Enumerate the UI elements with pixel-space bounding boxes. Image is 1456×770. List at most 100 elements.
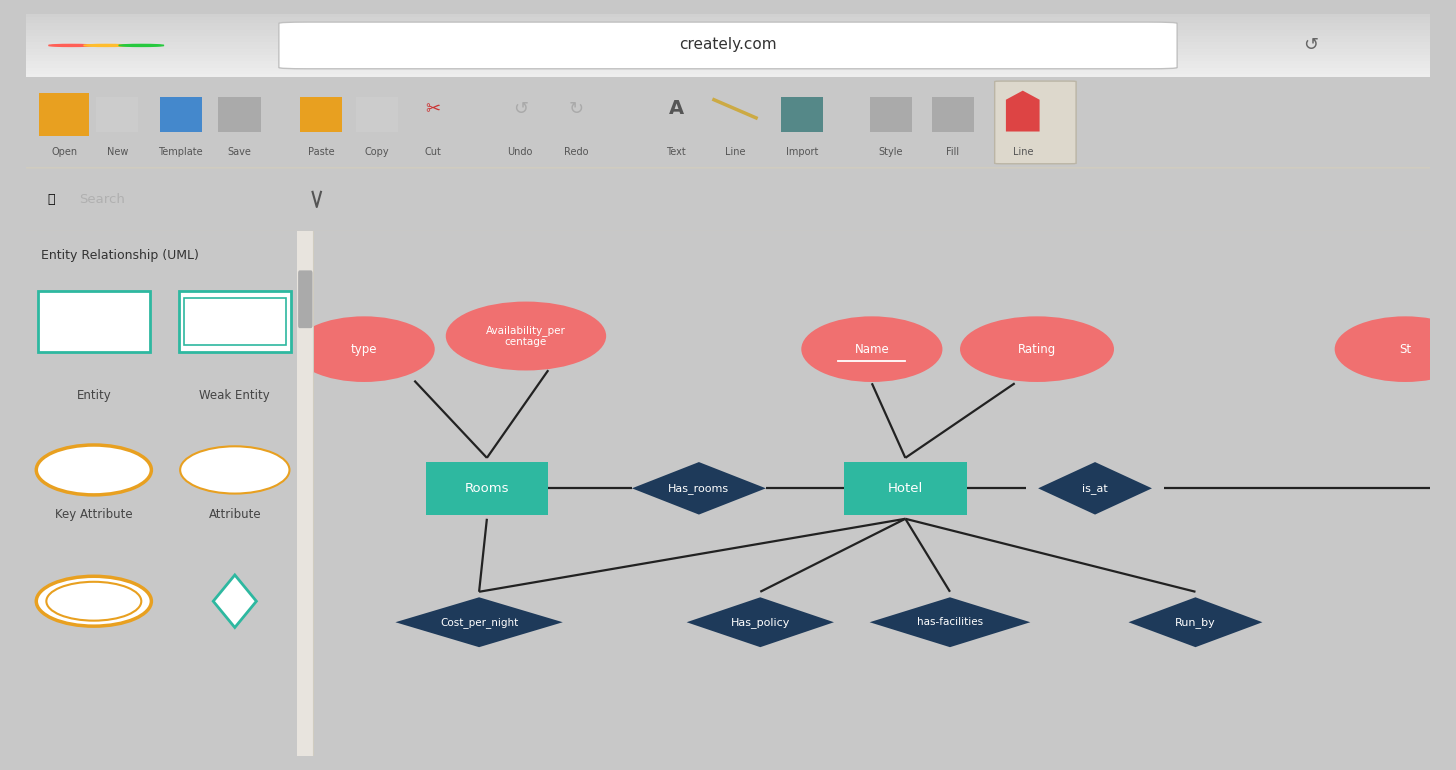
Circle shape (119, 45, 163, 46)
Bar (297, 231, 314, 756)
Ellipse shape (36, 445, 151, 495)
Circle shape (48, 45, 93, 46)
Bar (26, 49, 1430, 52)
Text: ↻: ↻ (569, 100, 584, 118)
Text: Has_policy: Has_policy (731, 617, 791, 628)
Text: Copy: Copy (365, 146, 389, 156)
Text: Paste: Paste (307, 146, 335, 156)
Text: Weak Entity: Weak Entity (199, 389, 271, 401)
Bar (26, 65, 1430, 68)
Bar (26, 33, 1430, 36)
Polygon shape (396, 598, 563, 647)
Text: Run_by: Run_by (1175, 617, 1216, 628)
Text: New: New (106, 146, 128, 156)
Bar (26, 42, 1430, 45)
Text: Attribute: Attribute (208, 508, 261, 521)
Bar (26, 74, 1430, 77)
Text: Import: Import (786, 146, 818, 156)
Text: Rooms: Rooms (464, 482, 510, 495)
Polygon shape (632, 462, 766, 514)
Text: 🔍: 🔍 (48, 193, 55, 206)
Bar (26, 36, 1430, 39)
Ellipse shape (446, 302, 606, 370)
Text: Has_rooms: Has_rooms (668, 483, 729, 494)
Bar (782, 97, 824, 132)
Polygon shape (1006, 91, 1040, 132)
Text: Fill: Fill (946, 146, 960, 156)
Text: Undo: Undo (508, 146, 533, 156)
Bar (202, 231, 208, 756)
Text: Cut: Cut (425, 146, 441, 156)
FancyBboxPatch shape (38, 291, 150, 352)
Text: Text: Text (667, 146, 686, 156)
FancyBboxPatch shape (179, 291, 291, 352)
Text: ✂: ✂ (425, 100, 441, 118)
Ellipse shape (181, 447, 290, 494)
FancyBboxPatch shape (844, 462, 967, 514)
Polygon shape (1038, 462, 1152, 514)
Polygon shape (39, 95, 89, 136)
FancyBboxPatch shape (425, 462, 549, 514)
Text: Style: Style (878, 146, 903, 156)
Bar (26, 55, 1430, 58)
Bar (26, 71, 1430, 74)
Ellipse shape (294, 316, 435, 382)
Ellipse shape (47, 582, 141, 621)
Text: St: St (1399, 343, 1411, 356)
Text: Entity Relationship (UML): Entity Relationship (UML) (41, 249, 198, 263)
Text: creately.com: creately.com (678, 37, 778, 52)
FancyBboxPatch shape (298, 270, 313, 328)
Text: Cost_per_night: Cost_per_night (440, 617, 518, 628)
Polygon shape (687, 598, 834, 647)
Bar (357, 97, 397, 132)
Bar (869, 97, 911, 132)
FancyBboxPatch shape (280, 22, 1176, 69)
Polygon shape (213, 575, 256, 628)
Text: has-facilities: has-facilities (917, 618, 983, 628)
Text: Entity: Entity (77, 389, 111, 401)
Text: type: type (351, 343, 377, 356)
Text: Key Attribute: Key Attribute (55, 508, 132, 521)
Bar (26, 39, 1430, 42)
Text: Hotel: Hotel (888, 482, 923, 495)
Bar (26, 23, 1430, 26)
Text: Availability_per
centage: Availability_per centage (486, 325, 566, 347)
Bar (26, 17, 1430, 20)
Bar (26, 29, 1430, 33)
Polygon shape (1128, 598, 1262, 647)
Bar (26, 20, 1430, 23)
Ellipse shape (36, 576, 151, 626)
FancyBboxPatch shape (39, 93, 89, 113)
Bar (160, 97, 201, 132)
Bar (26, 61, 1430, 65)
Text: Line: Line (1012, 146, 1032, 156)
Text: ↺: ↺ (513, 100, 529, 118)
Bar (218, 97, 261, 132)
Bar (300, 97, 342, 132)
Bar (96, 97, 138, 132)
Ellipse shape (801, 316, 942, 382)
Text: Line: Line (725, 146, 745, 156)
Text: Name: Name (855, 343, 890, 356)
Text: Rating: Rating (1018, 343, 1056, 356)
FancyBboxPatch shape (994, 81, 1076, 164)
Text: Redo: Redo (563, 146, 588, 156)
Text: Template: Template (159, 146, 202, 156)
Bar (26, 68, 1430, 71)
Ellipse shape (1335, 316, 1456, 382)
Text: A: A (668, 99, 684, 119)
Bar (26, 45, 1430, 49)
Text: Save: Save (227, 146, 252, 156)
Bar (26, 26, 1430, 29)
Bar (26, 14, 1430, 17)
Text: ↺: ↺ (1303, 36, 1318, 55)
Bar (26, 58, 1430, 62)
Ellipse shape (960, 316, 1114, 382)
Bar (1430, 231, 1456, 756)
Text: Open: Open (51, 146, 77, 156)
Circle shape (84, 45, 128, 46)
Bar (26, 52, 1430, 55)
Text: Search: Search (80, 193, 125, 206)
Bar (932, 97, 974, 132)
Text: is_at: is_at (1082, 483, 1108, 494)
